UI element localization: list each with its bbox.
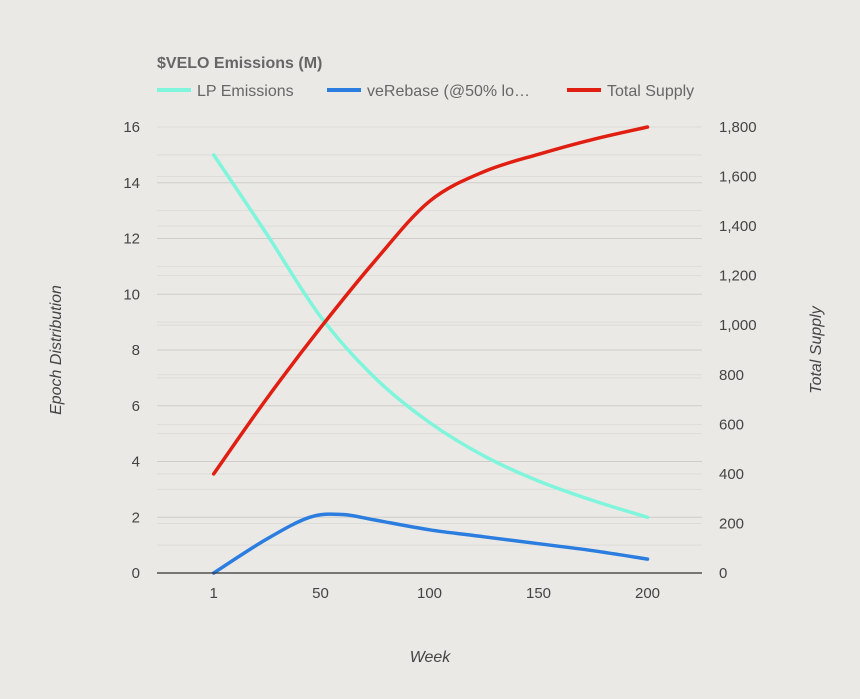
x-tick-label: 100: [417, 585, 442, 602]
y-left-tick-label: 8: [132, 342, 140, 359]
y-left-tick-label: 0: [132, 565, 140, 582]
y-right-tick-label: 400: [719, 466, 744, 483]
y-axis-right-title: Total Supply: [808, 305, 825, 393]
y-left-tick-label: 10: [123, 286, 140, 303]
y-right-tick-label: 0: [719, 565, 727, 582]
y-left-tick-label: 12: [123, 231, 140, 248]
legend-label-lp-emissions[interactable]: LP Emissions: [197, 83, 294, 100]
y-left-tick-label: 4: [132, 454, 140, 471]
total-supply-line[interactable]: [211, 125, 650, 476]
legend: LP Emissions veRebase (@50% lo… Total Su…: [157, 83, 694, 100]
y-right-tick-label: 1,400: [719, 218, 757, 235]
gridlines: [157, 126, 702, 546]
y-right-tick-label: 1,800: [719, 119, 757, 136]
y-axis-left-title: Epoch Distribution: [48, 285, 65, 415]
series-lines: [211, 125, 650, 575]
y-left-tick-label: 2: [132, 509, 140, 526]
y-right-tick-label: 800: [719, 367, 744, 384]
x-tick-label: 200: [635, 585, 660, 602]
y-right-tick-label: 200: [719, 515, 744, 532]
x-tick-label: 1: [210, 585, 218, 602]
y-left-tick-label: 14: [123, 175, 140, 192]
legend-label-total-supply[interactable]: Total Supply: [607, 83, 694, 100]
y-right-tick-label: 1,600: [719, 169, 757, 186]
lp-emissions-line[interactable]: [211, 153, 650, 520]
chart-title: $VELO Emissions (M): [157, 55, 322, 72]
y-left-tick-label: 16: [123, 119, 140, 136]
y-right-tick-label: 1,000: [719, 317, 757, 334]
x-axis-ticks: 1 50 100 150 200: [210, 585, 661, 602]
legend-label-verebase[interactable]: veRebase (@50% lo…: [367, 83, 530, 100]
y-axis-right-ticks: 0 200 400 600 800 1,000 1,200 1,400 1,600 1,800: [719, 119, 757, 582]
y-right-tick-label: 1,200: [719, 268, 757, 285]
y-right-tick-label: 600: [719, 416, 744, 433]
x-tick-label: 150: [526, 585, 551, 602]
y-left-tick-label: 6: [132, 398, 140, 415]
x-tick-label: 50: [312, 585, 329, 602]
x-axis-title: Week: [410, 649, 452, 666]
verebase-line[interactable]: [211, 512, 650, 575]
y-axis-left-ticks: 0 2 4 6 8 10 12 14 16: [123, 119, 140, 582]
